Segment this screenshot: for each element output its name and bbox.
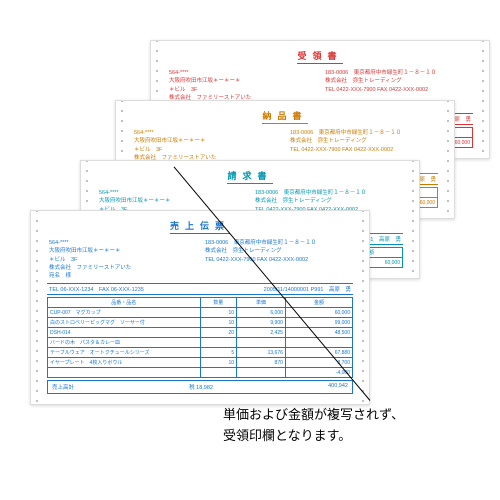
cell-unit: [237, 338, 286, 348]
callout-line1: 単価および金額が複写されず、: [223, 405, 404, 426]
sender-postal: 564-****: [169, 69, 315, 77]
sender-addr1: 大阪府吹田市江坂＊ー＊ー＊: [134, 137, 280, 145]
form-title: 売上伝票: [170, 217, 230, 234]
line-items-table: 品番・品名 数量 単価 金額 CUP-007 マグカップ 10 6,000 60…: [47, 297, 353, 378]
cell-item: CUP-007 マグカップ: [48, 308, 201, 318]
cell-item: イヤープレート 4枚入りボウル: [48, 358, 201, 368]
receiver-tel: TEL 0422-XXX-7900 FAX 0422-XXX-0002: [290, 146, 436, 154]
cell-qty: 10: [200, 318, 237, 328]
cell-qty: 20: [200, 328, 237, 338]
receiver-tel: TEL 0422-XXX-7900 FAX 0422-XXX-0002: [325, 86, 471, 94]
form-title: 納品書: [262, 107, 307, 124]
cell-item: DSH-014: [48, 328, 201, 338]
cell-qty: [200, 368, 237, 378]
cell-qty: 5: [200, 348, 237, 358]
sender-addr2: ＊ビル 3F: [49, 256, 195, 264]
footer-total: 400,942: [328, 383, 348, 391]
sender-postal: 564-****: [49, 239, 195, 247]
sender-postal: 564-****: [134, 129, 280, 137]
footer-row: 売上高計 税 18,982 400,942: [47, 380, 353, 394]
col-unit: 単価: [237, 298, 286, 308]
col-amount: 金額: [285, 298, 352, 308]
cell-unit: 13,676: [237, 348, 286, 358]
sender-addr1: 大阪府吹田市江坂＊ー＊ー＊: [99, 197, 245, 205]
footer-tax: 税 18,982: [189, 383, 213, 391]
sender-person: 宛名 様: [49, 272, 195, 280]
form-f3: 売上伝票 564-**** 大阪府吹田市江坂＊ー＊ー＊ ＊ビル 3F 株式会社 …: [30, 210, 370, 405]
cell-qty: 10: [200, 358, 237, 368]
contact-row: TEL 06-XXX-1234 FAX 06-XXX-1235 2005/11/…: [47, 283, 353, 295]
receiver-company: 株式会社 弥生トレーディング: [255, 197, 401, 205]
cell-unit: 870: [237, 358, 286, 368]
sender-addr1: 大阪府吹田市江坂＊ー＊ー＊: [169, 77, 315, 85]
header-block: 564-**** 大阪府吹田市江坂＊ー＊ー＊ ＊ビル 3F 株式会社 ファミリー…: [47, 237, 353, 283]
sender-addr2: ＊ビル 3F: [169, 86, 315, 94]
sender-company: 株式会社 ファミリーストアいた: [49, 264, 195, 272]
receiver-postal: 183-0006 東京都府中市緑生町１－８－１０: [325, 69, 471, 77]
cell-item: 白のストロベリーピッグマグ ソーサー付: [48, 318, 201, 328]
receiver-tel: TEL 0422-XXX-7900 FAX 0422-XXX-0002: [205, 256, 351, 264]
cell-item: バードの木 パスタ＆カレー皿: [48, 338, 201, 348]
form-title: 受領書: [297, 47, 342, 64]
cell-amount: 99,000: [285, 318, 352, 328]
col-item: 品番・品名: [48, 298, 201, 308]
callout-text: 単価および金額が複写されず、受領印欄となります。: [223, 405, 404, 447]
cell-item: テーブルウェア オートクチュールシリーズ: [48, 348, 201, 358]
callout-line2: 受領印欄となります。: [223, 426, 404, 447]
product-image-stage: 受領書 564-**** 大阪府吹田市江坂＊ー＊ー＊ ＊ビル 3F 株式会社 フ…: [0, 0, 500, 500]
receiver-company: 株式会社 弥生トレーディング: [290, 137, 436, 145]
sender-addr2: ＊ビル 3F: [134, 146, 280, 154]
cell-amount: 48,500: [285, 328, 352, 338]
cell-qty: [200, 338, 237, 348]
cell-amount: 67,880: [285, 348, 352, 358]
receiver-company: 株式会社 弥生トレーディング: [325, 77, 471, 85]
footer-left: 売上高計: [52, 383, 74, 391]
cell-qty: 10: [200, 308, 237, 318]
receiver-postal: 183-0006 東京都府中市緑生町１－８－１０: [290, 129, 436, 137]
receiver-postal: 183-0006 東京都府中市緑生町１－８－１０: [205, 239, 351, 247]
cell-unit: 2,425: [237, 328, 286, 338]
cell-item: [48, 368, 201, 378]
form-title: 請求書: [227, 167, 272, 184]
receiver-company: 株式会社 弥生トレーディング: [205, 247, 351, 255]
sender-addr1: 大阪府吹田市江坂＊ー＊ー＊: [49, 247, 195, 255]
receiver-postal: 183-0006 東京都府中市緑生町１－８－１０: [255, 189, 401, 197]
cell-unit: 9,900: [237, 318, 286, 328]
sender-postal: 564-****: [99, 189, 245, 197]
col-qty: 数量: [200, 298, 237, 308]
cell-unit: [237, 368, 286, 378]
cell-unit: 6,000: [237, 308, 286, 318]
sender-tel: TEL 06-XXX-1234 FAX 06-XXX-1235: [49, 285, 144, 293]
